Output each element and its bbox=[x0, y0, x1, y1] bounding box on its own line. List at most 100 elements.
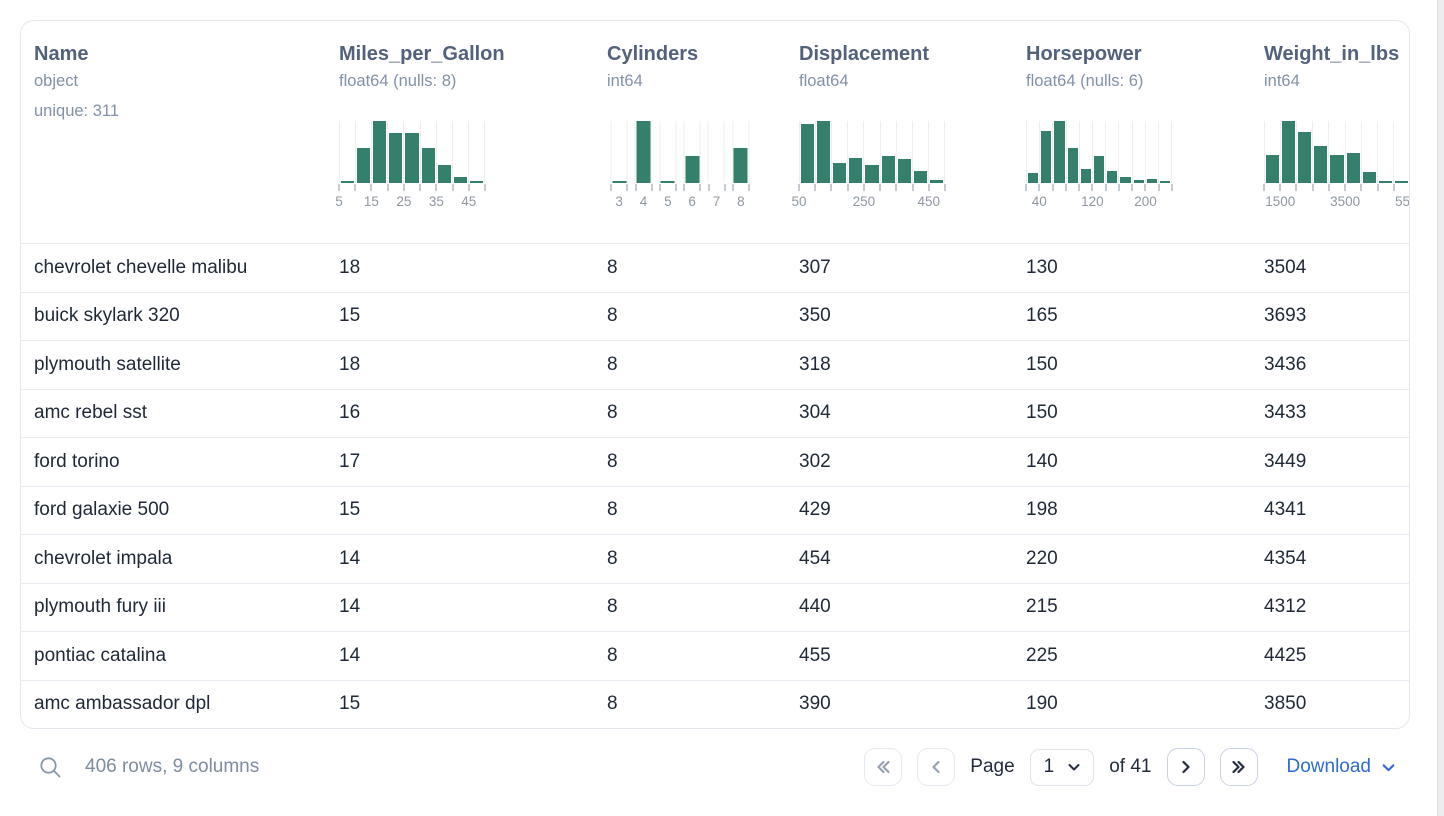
histogram-bin bbox=[911, 121, 928, 183]
column-header-cylinders[interactable]: Cylinders int64 3 4 5 6 7 8 bbox=[607, 43, 799, 212]
axis-tick bbox=[1078, 184, 1081, 191]
table-cell: 220 bbox=[1026, 547, 1058, 569]
column-histogram[interactable]: 5 15 25 35 45 bbox=[335, 121, 486, 212]
column-histogram[interactable]: 40 120 200 bbox=[1025, 121, 1173, 212]
prev-page-button[interactable] bbox=[917, 748, 956, 786]
table-cell: 8 bbox=[607, 353, 618, 375]
axis-tick bbox=[1344, 184, 1347, 191]
histogram-bin bbox=[1131, 121, 1145, 183]
axis-tick-label: 6 bbox=[688, 194, 696, 209]
histogram-bar bbox=[660, 181, 675, 183]
axis-tick bbox=[1104, 184, 1107, 191]
table-cell: 14 bbox=[339, 547, 361, 569]
table-cell: 15 bbox=[339, 305, 361, 327]
histogram-bar bbox=[1394, 181, 1408, 183]
histogram-bar bbox=[1093, 156, 1105, 183]
histogram-bin bbox=[815, 121, 831, 183]
chevron-right-icon bbox=[1176, 757, 1196, 777]
histogram-bar bbox=[801, 124, 815, 183]
column-dtype: int64 bbox=[607, 72, 643, 90]
axis-tick-label: 4 bbox=[639, 194, 648, 209]
column-histogram[interactable]: 3 4 5 6 7 8 bbox=[607, 121, 753, 212]
table-cell: 215 bbox=[1026, 596, 1058, 618]
axis-tick bbox=[1392, 184, 1395, 191]
histogram-bar bbox=[865, 165, 879, 183]
table-cell: 307 bbox=[799, 256, 831, 278]
histogram-bin bbox=[1360, 121, 1377, 183]
table-cell: 4425 bbox=[1264, 644, 1307, 666]
axis-tick bbox=[634, 184, 637, 191]
next-page-button[interactable] bbox=[1166, 748, 1205, 786]
axis-tick bbox=[747, 184, 750, 191]
first-page-button[interactable] bbox=[864, 748, 903, 786]
chevron-down-icon bbox=[1066, 759, 1082, 775]
histogram-bar bbox=[1028, 173, 1039, 183]
histogram-bar bbox=[1378, 181, 1392, 183]
table-cell: plymouth satellite bbox=[34, 353, 181, 375]
table-cell: 8 bbox=[607, 644, 618, 666]
histogram-bin bbox=[799, 121, 815, 183]
histogram-bar bbox=[1346, 153, 1360, 183]
axis-tick-label: 25 bbox=[396, 194, 412, 209]
axis-tick-label: 50 bbox=[791, 194, 807, 209]
histogram-bar bbox=[1133, 180, 1144, 183]
axis-tick-label: 3500 bbox=[1330, 194, 1361, 209]
column-header-horsepower[interactable]: Horsepower float64 (nulls: 6) 40 120 200 bbox=[1025, 43, 1264, 212]
table-cell: 150 bbox=[1026, 402, 1058, 424]
axis-tick bbox=[731, 184, 734, 191]
axis-tick-label: 250 bbox=[852, 194, 876, 209]
axis-tick-label: 40 bbox=[1031, 194, 1047, 209]
axis-tick-label: 5 bbox=[335, 194, 343, 209]
column-histogram[interactable]: 1500 3500 5500 bbox=[1263, 121, 1409, 212]
histogram-axis-labels: 40 120 200 bbox=[1026, 194, 1172, 212]
axis-tick bbox=[814, 184, 817, 191]
table-cell: 225 bbox=[1026, 644, 1058, 666]
axis-tick-label: 35 bbox=[428, 194, 444, 209]
axis-tick bbox=[419, 184, 422, 191]
table-cell: 165 bbox=[1026, 305, 1058, 327]
column-histogram[interactable]: 50 250 450 bbox=[791, 121, 946, 212]
table-cell: 429 bbox=[799, 499, 831, 521]
table-cell: 455 bbox=[799, 644, 831, 666]
table-cell: 3693 bbox=[1264, 305, 1307, 327]
histogram-bin bbox=[607, 121, 631, 183]
histogram-bin bbox=[1312, 121, 1328, 183]
table-row: chevrolet impala 14 8 454 220 4354 bbox=[21, 534, 1409, 583]
histogram-bar bbox=[636, 121, 651, 183]
histogram-bar bbox=[405, 133, 419, 183]
axis-tick bbox=[1038, 184, 1041, 191]
histogram-bin bbox=[1280, 121, 1296, 183]
column-title: Cylinders bbox=[607, 43, 699, 65]
table-cell: 17 bbox=[339, 450, 361, 472]
column-header-miles-per-gallon[interactable]: Miles_per_Gallon float64 (nulls: 8) 5 15 25 3… bbox=[335, 43, 607, 212]
histogram-bin bbox=[1118, 121, 1131, 183]
table-cell: 3850 bbox=[1264, 693, 1307, 715]
page-select[interactable]: 1 bbox=[1029, 748, 1095, 786]
histogram-bar bbox=[817, 121, 831, 183]
axis-tick bbox=[386, 184, 389, 191]
download-button[interactable]: Download bbox=[1287, 756, 1398, 778]
axis-tick bbox=[338, 184, 340, 191]
table-row: ford torino 17 8 302 140 3449 bbox=[21, 437, 1409, 486]
histogram-bar bbox=[1330, 155, 1344, 183]
table-cell: 8 bbox=[607, 256, 618, 278]
search-icon[interactable] bbox=[37, 754, 64, 781]
histogram-bin bbox=[1376, 121, 1393, 183]
histogram-bar bbox=[1120, 177, 1131, 183]
histogram-axis-labels: 5 15 25 35 45 bbox=[335, 194, 485, 212]
axis-tick-label: 120 bbox=[1081, 194, 1104, 209]
histogram-bin bbox=[1078, 121, 1092, 183]
histogram-bin bbox=[1157, 121, 1173, 183]
column-header-weight-in-lbs[interactable]: Weight_in_lbs int64 1500 3500 5500 bbox=[1263, 43, 1409, 212]
axis-tick bbox=[1360, 184, 1363, 191]
histogram-bin bbox=[435, 121, 452, 183]
column-header-name[interactable]: Name object unique: 311 bbox=[34, 43, 339, 121]
column-unique-count: unique: 311 bbox=[34, 102, 120, 120]
axis-tick bbox=[402, 184, 405, 191]
last-page-button[interactable] bbox=[1219, 748, 1258, 786]
column-header-displacement[interactable]: Displacement float64 50 250 450 bbox=[791, 43, 1026, 212]
table-cell: 454 bbox=[799, 547, 831, 569]
scrollbar[interactable] bbox=[1437, 0, 1444, 816]
table-cell: 390 bbox=[799, 693, 831, 715]
axis-tick bbox=[1091, 184, 1094, 191]
